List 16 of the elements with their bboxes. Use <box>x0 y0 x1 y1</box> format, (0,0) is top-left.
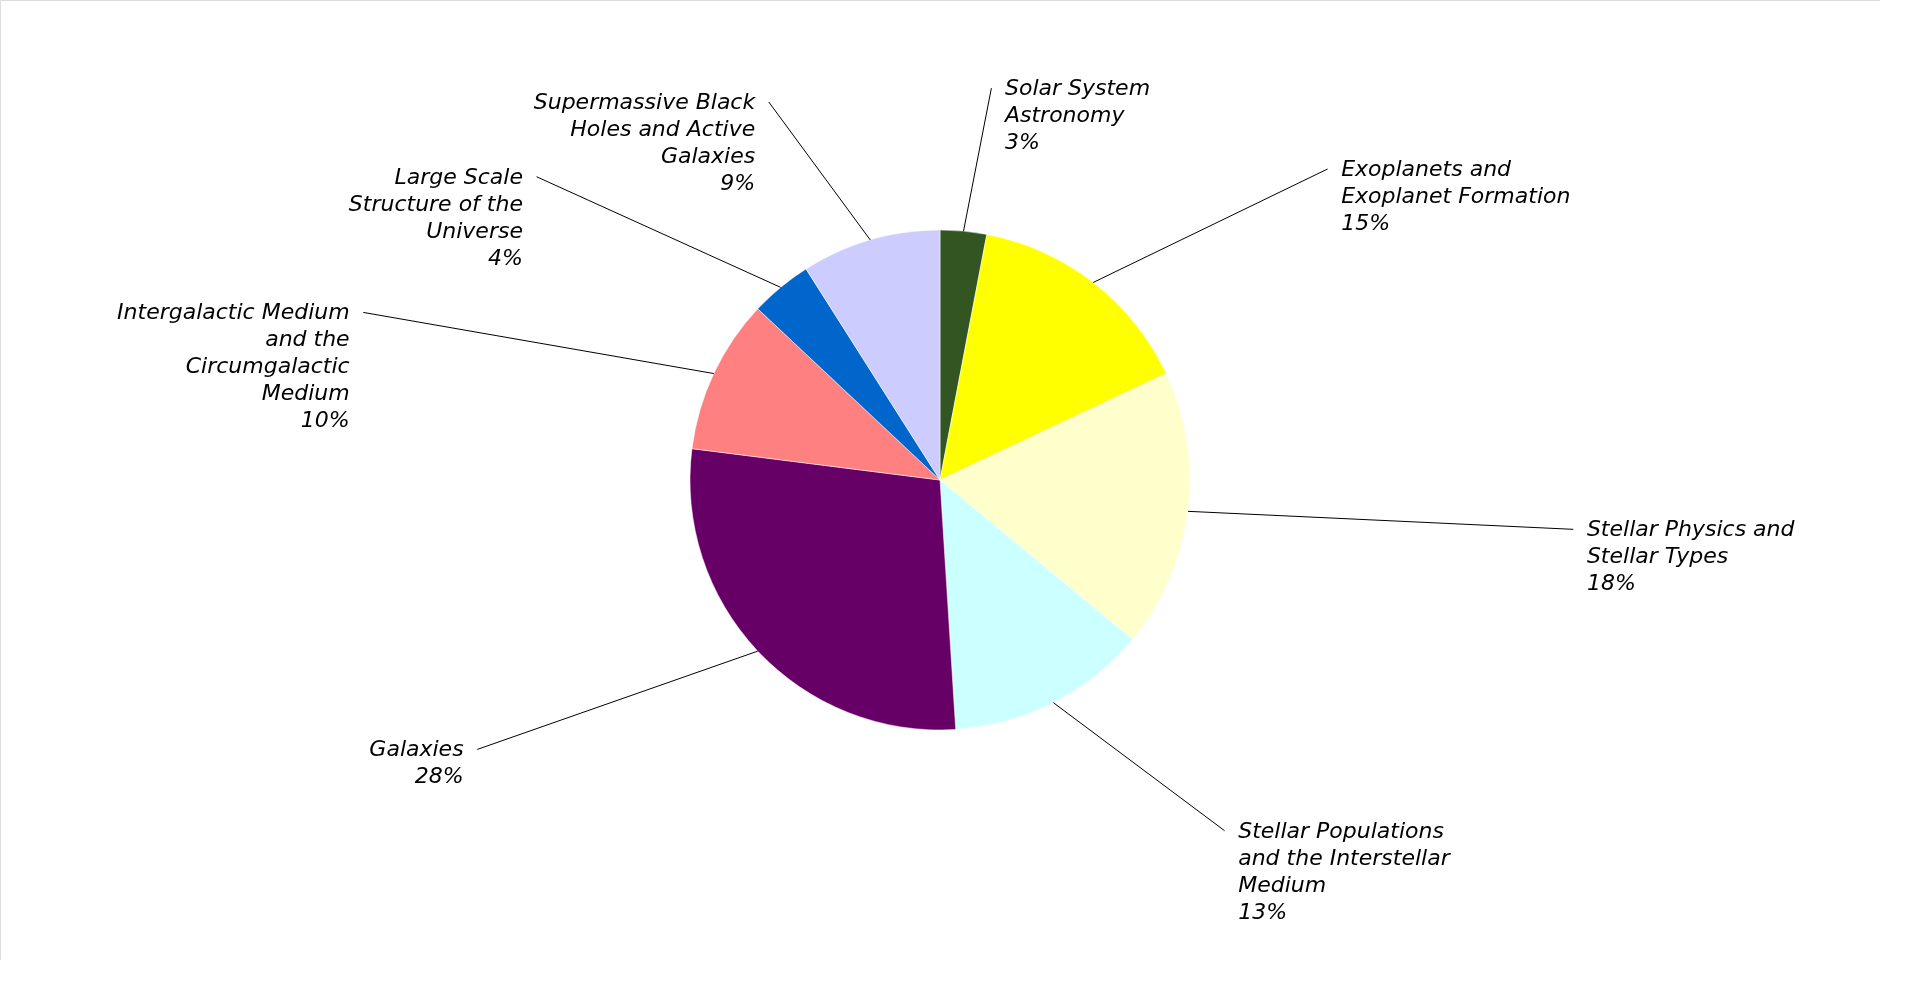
data-label: 28% <box>414 763 464 789</box>
data-label: 9% <box>720 170 756 196</box>
slice-label: Exoplanets and Exoplanet Formation <box>1341 155 1571 208</box>
slice-label: Intergalactic Medium and the Circumgalactic Medium <box>117 299 350 406</box>
data-label: 15% <box>1341 209 1391 235</box>
data-label: 13% <box>1238 898 1288 924</box>
slice-label: Stellar Populations and the Interstellar Medium <box>1238 817 1452 897</box>
slice-label: Solar System Astronomy <box>1002 75 1151 128</box>
slice-label: Galaxies <box>369 736 464 762</box>
slice-label: Supermassive Black Holes and Active Galaxies <box>533 89 757 169</box>
slice-label: Large Scale Structure of the Universe <box>348 163 523 243</box>
data-label: 4% <box>488 244 523 270</box>
data-label: 18% <box>1586 570 1636 596</box>
slice-label: Stellar Physics and Stellar Types <box>1586 516 1796 569</box>
data-label: 3% <box>1004 129 1040 155</box>
data-label: 10% <box>300 407 350 433</box>
